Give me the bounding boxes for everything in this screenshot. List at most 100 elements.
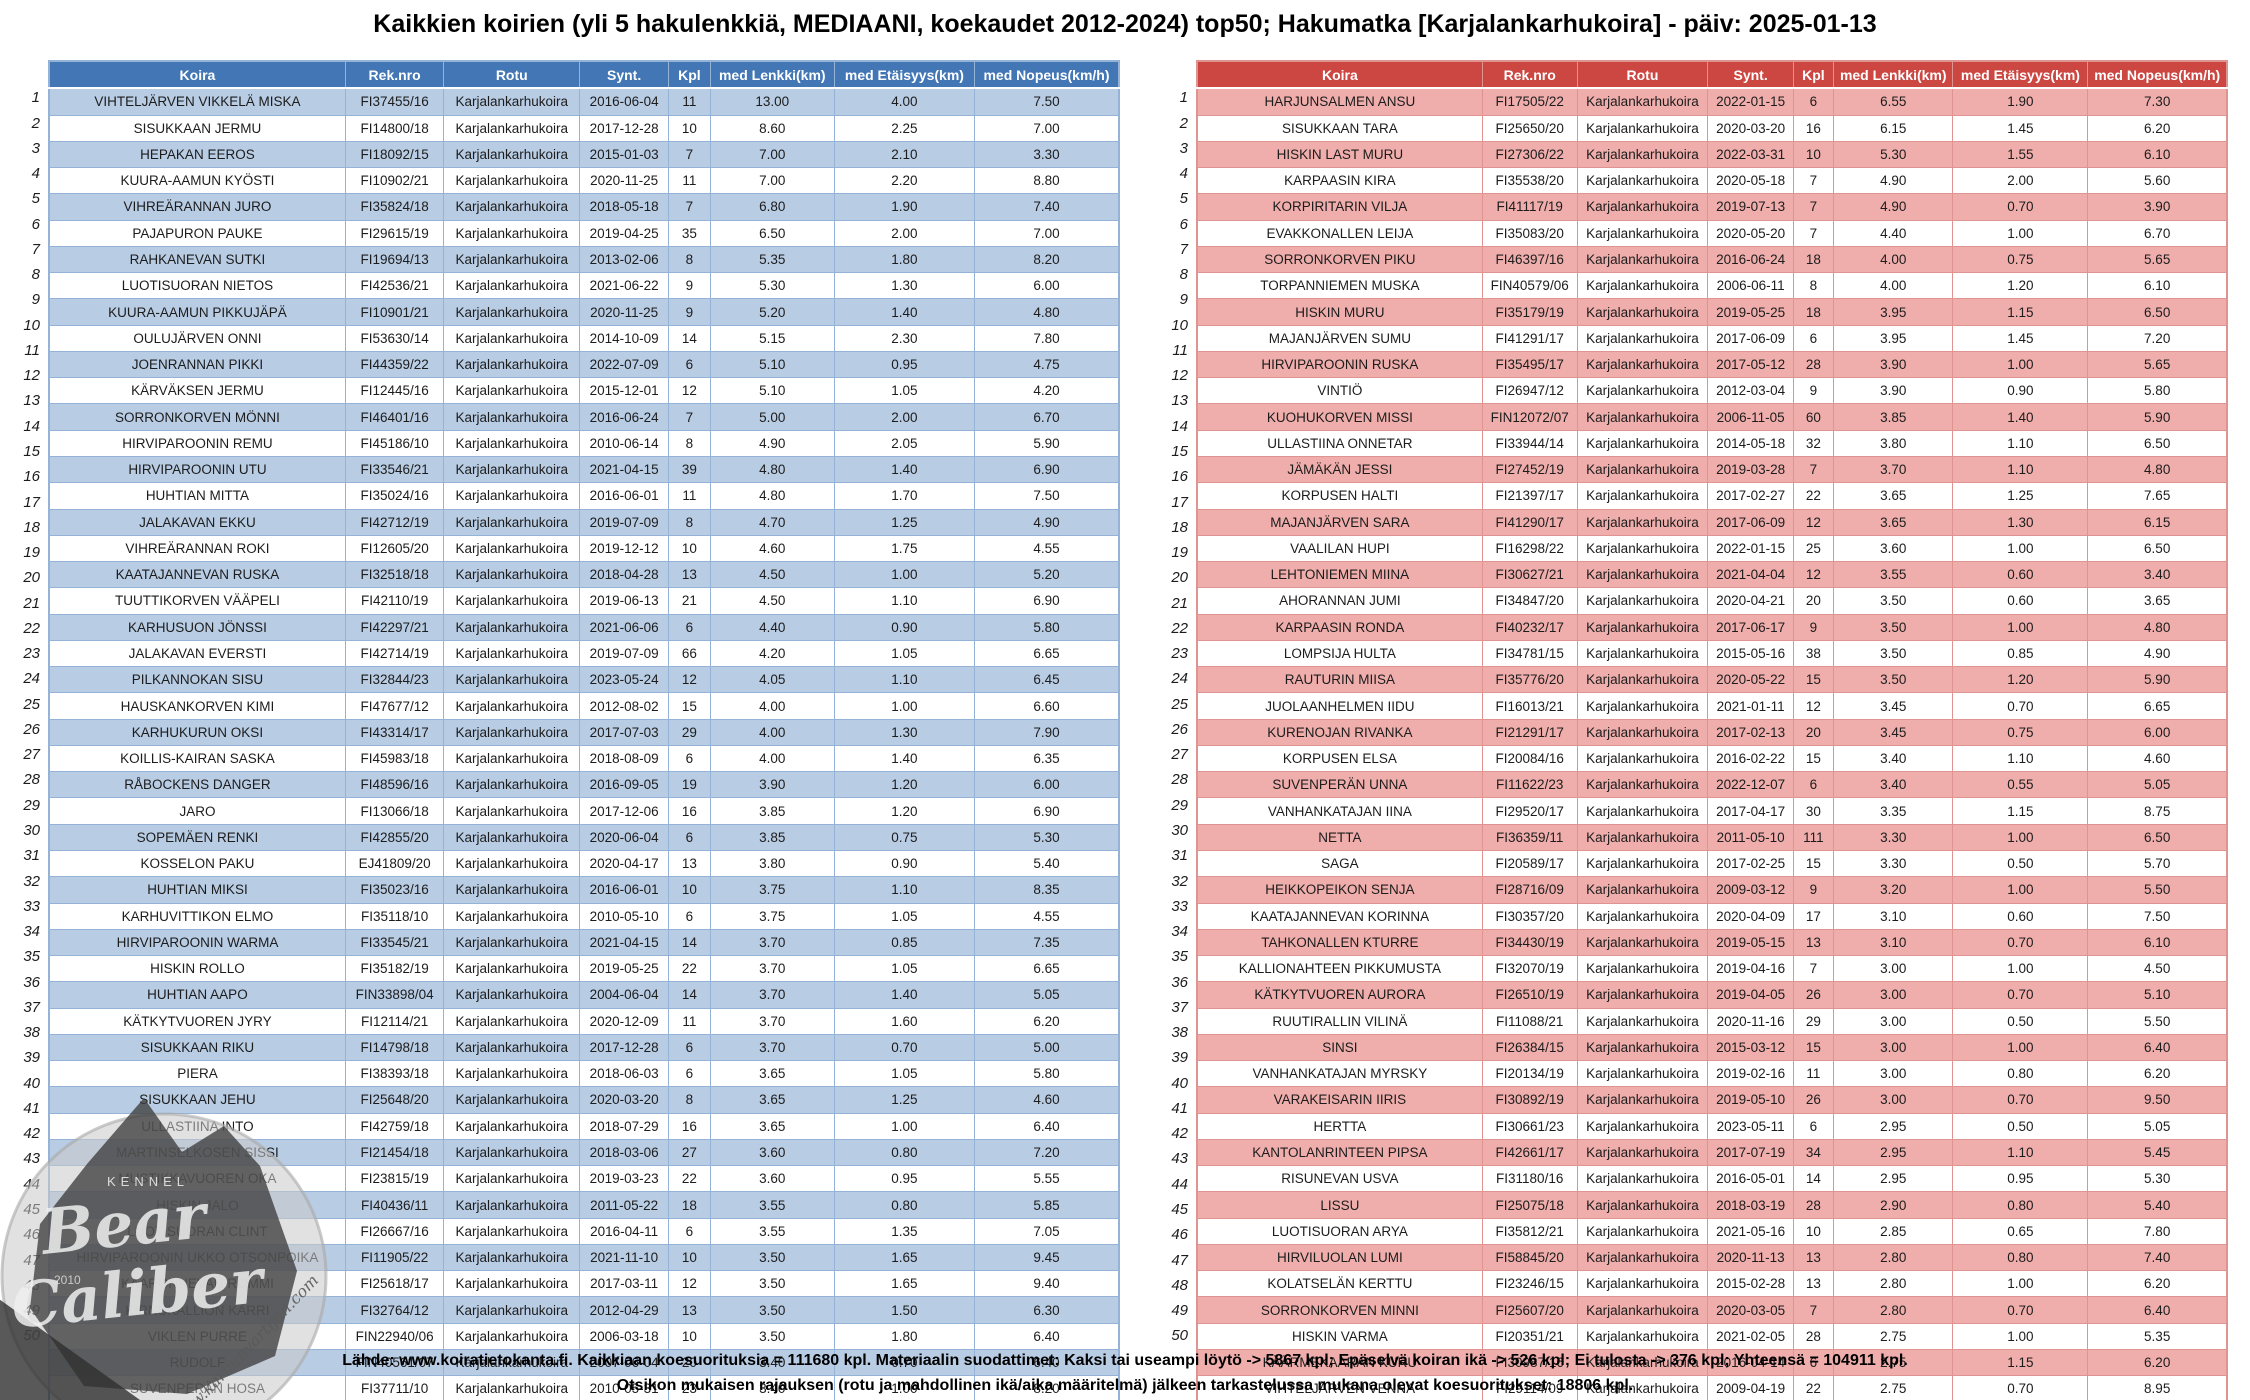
table-cell: 0.70 <box>833 1033 975 1062</box>
table-cell: 2016-06-04 <box>579 87 669 116</box>
table-cell: 3.50 <box>1832 639 1954 668</box>
table-cell: Karjalankarhukoira <box>1576 1033 1709 1062</box>
table-cell: FI33944/14 <box>1481 429 1578 457</box>
table-cell: 7.90 <box>973 718 1120 746</box>
table-cell: FI25648/20 <box>344 1086 445 1114</box>
table-cell: 60 <box>1792 403 1835 431</box>
table-cell: 2.25 <box>833 114 975 142</box>
rank-number: 46 <box>23 1226 40 1244</box>
table-cell: 29 <box>1792 1007 1835 1035</box>
table-cell: 3.40 <box>709 1349 835 1377</box>
table-cell: 0.70 <box>1952 1296 2089 1324</box>
header-row: Koira Rek.nro Rotu Synt. Kpl med Lenkki(km) me… <box>48 60 1120 90</box>
table-cell: 3.00 <box>1832 1086 1954 1114</box>
rank-number: 28 <box>1171 771 1188 789</box>
table-cell: 1.10 <box>1952 429 2089 457</box>
table-cell: 2017-06-09 <box>1707 508 1794 536</box>
table-cell: FI30987/16 <box>1481 1349 1578 1377</box>
table-cell: Karjalankarhukoira <box>443 508 581 536</box>
table-cell: 5.20 <box>973 561 1120 589</box>
table-cell: KIRNUKALLION KARRI <box>48 1296 346 1324</box>
rank-number: 41 <box>1171 1099 1188 1117</box>
rank-number: 49 <box>1171 1302 1188 1320</box>
rank-number: 39 <box>23 1049 40 1067</box>
table-cell: 2020-05-20 <box>1707 219 1794 247</box>
table-cell: 6.10 <box>2087 928 2228 957</box>
table-cell: 2011-05-22 <box>579 1191 669 1219</box>
column-header: med Nopeus(km/h) <box>973 60 1120 90</box>
table-row: KOLATSELÄN KERTTU FI23246/15 Karjalankarhu… <box>1196 1270 2228 1298</box>
table-row: VIHREÄRANNAN ROKI FI12605/20 Karjalankarhu… <box>48 534 1120 563</box>
table-cell: Karjalankarhukoira <box>1576 955 1709 983</box>
table-row: HISKIN VARMA FI20351/21 Karjalankarhukoira… <box>1196 1322 2228 1351</box>
table-cell: 2017-12-06 <box>579 797 669 825</box>
table-cell: 1.40 <box>833 298 975 326</box>
table-cell: 3.40 <box>1832 744 1954 773</box>
table-cell: 2017-07-03 <box>579 718 669 746</box>
table-cell: 5.30 <box>973 823 1120 851</box>
table-cell: Karjalankarhukoira <box>1576 1296 1709 1324</box>
table-cell: 13 <box>668 849 711 878</box>
table-row: HERTTA FI30661/23 Karjalankarhukoira 2023-0… <box>1196 1112 2228 1140</box>
table-cell: 3.00 <box>1832 1033 1954 1062</box>
table-cell: KÄTKYTVUOREN AURORA <box>1196 981 1483 1009</box>
table-cell: 6 <box>668 613 711 641</box>
table-cell: 1.10 <box>1952 455 2089 484</box>
table-cell: 5.10 <box>709 350 835 379</box>
table-row: PILKANNOKAN SISU FI32844/23 Karjalankarhuk… <box>48 666 1120 694</box>
table-cell: KOILLIS-KAIRAN SASKA <box>48 744 346 773</box>
table-cell: 15 <box>1792 849 1835 878</box>
table-cell: Karjalankarhukoira <box>1576 771 1709 799</box>
table-cell: FI33545/21 <box>344 928 445 957</box>
table-cell: 2017-12-28 <box>579 114 669 142</box>
table-cell: 1.00 <box>1952 219 2089 247</box>
table-cell: HIRVIPAROONIN UKKO OTSONPOIKA <box>48 1243 346 1272</box>
table-cell: 2016-05-01 <box>1707 1165 1794 1193</box>
table-cell: 39 <box>668 455 711 484</box>
table-cell: 2020-06-04 <box>579 823 669 851</box>
table-cell: 3.40 <box>2087 561 2228 589</box>
table-cell: 2015-12-01 <box>579 377 669 405</box>
rank-number: 30 <box>1171 822 1188 839</box>
table-cell: KOSSELON PAKU <box>48 849 346 878</box>
table-cell: 6.40 <box>2087 1033 2228 1062</box>
table-cell: 3.70 <box>709 928 835 957</box>
table-row: SORRONKORVEN PIKU FI46397/16 Karjalankarhu… <box>1196 245 2228 274</box>
table-cell: 16 <box>668 797 711 825</box>
table-cell: 6 <box>668 744 711 773</box>
table-cell: Karjalankarhukoira <box>443 1349 581 1377</box>
rank-number: 29 <box>1171 796 1188 814</box>
table-cell: 3.60 <box>709 1138 835 1167</box>
rank-number: 1 <box>31 89 40 107</box>
table-cell: 5.10 <box>709 377 835 405</box>
table-cell: 2.80 <box>1832 1243 1954 1272</box>
table-cell: Karjalankarhukoira <box>443 1086 581 1114</box>
table-cell: FI13066/18 <box>344 797 445 825</box>
table-cell: Karjalankarhukoira <box>1576 1165 1709 1193</box>
table-cell: 13 <box>1792 928 1835 957</box>
table-row: KÄTKYTVUOREN AURORA FI26510/19 Karjalankar… <box>1196 981 2228 1009</box>
table-cell: Karjalankarhukoira <box>443 639 581 668</box>
table-cell: 8.60 <box>709 114 835 142</box>
table-cell: 10 <box>1792 140 1835 169</box>
table-cell: MARTINSELKOSEN SISSI <box>48 1138 346 1167</box>
rank-number: 44 <box>1171 1175 1188 1193</box>
table-cell: 7.00 <box>973 114 1120 142</box>
table-cell: 2020-04-09 <box>1707 902 1794 930</box>
rank-number: 20 <box>1171 569 1188 587</box>
table-row: HIRVIPAROONIN UTU FI33546/21 Karjalankarhu… <box>48 455 1120 484</box>
table-cell: 2015-03-12 <box>1707 1033 1794 1062</box>
table-cell: 6.50 <box>2087 534 2228 563</box>
table-cell: Karjalankarhukoira <box>1576 482 1709 510</box>
table-cell: 2.05 <box>833 429 975 457</box>
table-cell: 1.00 <box>1952 613 2089 641</box>
rank-number: 11 <box>24 341 40 359</box>
rank-number: 27 <box>23 746 40 764</box>
table-cell: 21 <box>668 587 711 615</box>
table-cell: 0.60 <box>1952 587 2089 615</box>
table-cell: 3.70 <box>709 955 835 983</box>
table-cell: SAGA <box>1196 849 1483 878</box>
table-cell: LOMPSIJA HULTA <box>1196 639 1483 668</box>
table-cell: 7 <box>1792 955 1835 983</box>
table-cell: FI29520/17 <box>1481 797 1578 825</box>
